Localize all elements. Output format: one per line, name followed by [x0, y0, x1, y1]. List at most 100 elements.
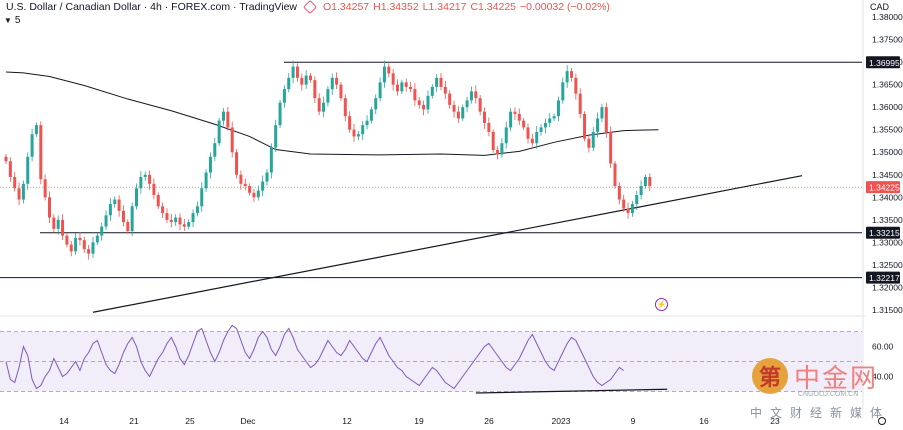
lightning-icon[interactable]: ⚡: [655, 298, 668, 311]
candle-body: [326, 89, 330, 103]
candle-body: [235, 152, 239, 175]
candle-body: [330, 77, 334, 90]
candle-body: [4, 156, 8, 162]
watermark-brand: 中金网: [794, 364, 879, 394]
candle-body: [161, 206, 165, 214]
candle-body: [526, 127, 530, 139]
candle-body: [565, 71, 569, 83]
candle-body: [230, 127, 234, 153]
status-diamond-icon: [302, 0, 318, 15]
price-tick-label: 1.37500: [872, 35, 903, 45]
candle-body: [269, 147, 273, 173]
rsi-tick-label: 60.00: [872, 342, 894, 352]
candle-body: [622, 199, 626, 209]
candle-body: [574, 77, 578, 94]
candle-body: [113, 199, 117, 205]
candle-body: [261, 181, 265, 191]
candle-body: [378, 82, 382, 99]
candle-body: [439, 77, 443, 87]
candle-body: [200, 188, 204, 207]
candle-body: [513, 111, 517, 114]
candle-body: [483, 111, 486, 123]
candle-body: [478, 98, 482, 112]
currency-label[interactable]: CAD: [870, 2, 890, 12]
price-tick-label: 1.36000: [872, 102, 903, 112]
candle-body: [352, 129, 356, 137]
candle-body: [630, 204, 634, 214]
gear-icon: [878, 417, 886, 425]
candle-body: [274, 125, 278, 148]
grid: [0, 0, 866, 410]
candle-body: [74, 237, 78, 252]
candle-body: [178, 217, 182, 225]
candle-body: [578, 93, 582, 114]
candle-body: [217, 120, 221, 144]
candle-body: [121, 210, 125, 223]
candle-body: [265, 172, 269, 182]
ohlc-close: C1.34225: [470, 1, 517, 13]
candle-body: [243, 183, 247, 187]
chevron-down-icon: ▼: [4, 16, 12, 25]
candle-body: [282, 89, 286, 103]
candle-body: [509, 111, 513, 128]
price-axis-tag: [866, 226, 900, 239]
candle-body: [291, 66, 295, 78]
candle-body: [561, 82, 565, 101]
candle-body: [552, 116, 556, 119]
price-tick-label: 1.33500: [872, 215, 903, 225]
candle-body: [456, 111, 460, 119]
candle-body: [356, 134, 360, 137]
price-tick-label: 1.38000: [872, 12, 903, 22]
candle-body: [609, 131, 613, 164]
candle-body: [365, 120, 369, 126]
ohlc-open: O1.34257: [323, 1, 370, 13]
candle-body: [543, 122, 547, 128]
candle-body: [78, 237, 82, 241]
candle-body: [21, 183, 25, 200]
candle-body: [104, 215, 108, 227]
candle-body: [548, 118, 552, 123]
x-tick-label: 14: [59, 416, 69, 426]
candle-body: [135, 188, 138, 207]
candle-body: [287, 77, 291, 90]
candle-body: [322, 102, 326, 112]
symbol-title[interactable]: U.S. Dollar / Canadian Dollar · 4h · FOR…: [6, 1, 297, 13]
candle-body: [17, 188, 21, 200]
chart-header: U.S. Dollar / Canadian Dollar · 4h · FOR…: [6, 0, 610, 15]
candle-body: [56, 219, 60, 229]
candle-body: [213, 143, 217, 157]
candle-body: [278, 102, 282, 126]
candle-body: [69, 244, 73, 252]
candle-body: [226, 111, 230, 128]
candle-body: [117, 199, 121, 211]
candle-body: [13, 177, 17, 189]
x-tick-label: 25: [185, 416, 195, 426]
candle-body: [61, 219, 65, 236]
price-axis-tag-label: 1.32217: [869, 273, 900, 283]
candle-body: [461, 107, 465, 119]
candle-body: [448, 93, 452, 105]
candle-body: [87, 249, 91, 254]
price-tick-label: 1.36500: [872, 80, 903, 90]
candle-body: [169, 219, 173, 223]
moving-average-line: [5, 71, 659, 156]
price-pane: [0, 60, 862, 313]
axes: 1.380001.375001.370001.365001.360001.355…: [59, 12, 903, 426]
watermark: 第 中金网 CNGOLD.COM.CN 中文财经新媒体: [748, 356, 898, 426]
x-tick-label: 26: [484, 416, 494, 426]
candle-body: [556, 100, 560, 117]
ohlc-low: L1.34217: [422, 1, 467, 13]
candle-body: [335, 77, 339, 85]
watermark-tagline: 中文财经新媒体: [750, 406, 891, 420]
candle-body: [639, 186, 643, 196]
rsi-pane: [0, 324, 862, 394]
x-tick-label: 9: [631, 416, 636, 426]
candle-body: [339, 84, 343, 99]
candle-body: [248, 186, 252, 193]
candle-body: [413, 89, 417, 101]
candle-body: [539, 127, 543, 132]
candle-body: [369, 109, 373, 121]
indicators-toggle[interactable]: ▼ 5: [4, 15, 20, 26]
candle-body: [522, 120, 526, 128]
